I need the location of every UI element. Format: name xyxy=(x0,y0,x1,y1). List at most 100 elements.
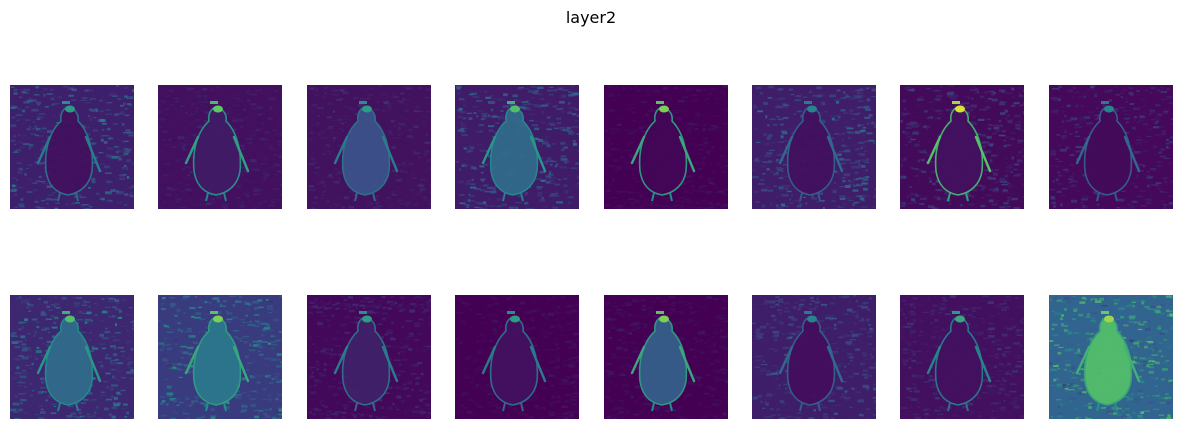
feet xyxy=(1096,192,1118,202)
feet xyxy=(57,192,79,202)
feature-map-image xyxy=(900,85,1024,209)
feet xyxy=(502,402,524,412)
flipper-edges xyxy=(333,345,399,383)
penguin-body xyxy=(638,106,688,196)
feature-map-6 xyxy=(752,85,876,209)
feet xyxy=(502,192,524,202)
feature-map-image xyxy=(1049,85,1173,209)
penguin-body xyxy=(44,316,94,406)
penguin-body xyxy=(192,106,242,196)
penguin-body xyxy=(341,106,391,196)
feet xyxy=(205,192,227,202)
feature-map-15 xyxy=(900,295,1024,419)
feature-map-11 xyxy=(307,295,431,419)
beak-highlight xyxy=(804,101,812,104)
flipper-edges xyxy=(481,135,547,173)
beak-highlight xyxy=(507,311,515,314)
feet xyxy=(651,192,673,202)
beak-highlight xyxy=(656,311,664,314)
feature-map-image xyxy=(158,295,282,419)
flipper-edges xyxy=(333,135,399,173)
head-highlight xyxy=(807,315,817,323)
beak-highlight xyxy=(507,101,515,104)
flipper-edges xyxy=(1075,135,1141,173)
head-highlight xyxy=(1104,105,1114,113)
head-highlight xyxy=(213,105,223,113)
penguin-body xyxy=(1083,316,1133,406)
beak-highlight xyxy=(804,311,812,314)
penguin-body xyxy=(786,316,836,406)
penguin-body xyxy=(638,316,688,406)
head-highlight xyxy=(65,315,75,323)
flipper-edges xyxy=(778,345,844,383)
feature-map-1 xyxy=(10,85,134,209)
head-highlight xyxy=(955,105,965,113)
feature-map-image xyxy=(455,85,579,209)
head-highlight xyxy=(659,105,669,113)
penguin-body xyxy=(192,316,242,406)
head-highlight xyxy=(362,315,372,323)
flipper-edges xyxy=(184,135,250,173)
feature-map-4 xyxy=(455,85,579,209)
feature-map-image xyxy=(307,85,431,209)
feature-map-image xyxy=(752,295,876,419)
penguin-body xyxy=(934,316,984,406)
feature-map-image xyxy=(752,85,876,209)
flipper-edges xyxy=(36,345,102,383)
flipper-edges xyxy=(630,135,696,173)
feature-map-14 xyxy=(752,295,876,419)
feet xyxy=(947,192,969,202)
flipper-edges xyxy=(630,345,696,383)
feature-map-image xyxy=(10,85,134,209)
feature-map-image xyxy=(900,295,1024,419)
feature-map-8 xyxy=(1049,85,1173,209)
figure-title: layer2 xyxy=(565,8,617,27)
flipper-edges xyxy=(36,135,102,173)
penguin-body xyxy=(934,106,984,196)
feet xyxy=(799,402,821,412)
beak-highlight xyxy=(62,101,70,104)
feature-map-16 xyxy=(1049,295,1173,419)
feature-map-image xyxy=(455,295,579,419)
head-highlight xyxy=(510,105,520,113)
feature-map-13 xyxy=(604,295,728,419)
penguin-body xyxy=(489,316,539,406)
penguin-body xyxy=(489,106,539,196)
flipper-edges xyxy=(926,135,992,173)
feature-map-2 xyxy=(158,85,282,209)
feature-map-12 xyxy=(455,295,579,419)
head-highlight xyxy=(1104,315,1114,323)
penguin-body xyxy=(341,316,391,406)
beak-highlight xyxy=(952,311,960,314)
penguin-body xyxy=(44,106,94,196)
feature-map-image xyxy=(1049,295,1173,419)
beak-highlight xyxy=(656,101,664,104)
head-highlight xyxy=(362,105,372,113)
feet xyxy=(354,402,376,412)
flipper-edges xyxy=(926,345,992,383)
beak-highlight xyxy=(1101,101,1109,104)
feet xyxy=(354,192,376,202)
head-highlight xyxy=(510,315,520,323)
head-highlight xyxy=(807,105,817,113)
background-texture xyxy=(456,295,579,419)
flipper-edges xyxy=(184,345,250,383)
feature-map-image xyxy=(604,85,728,209)
flipper-edges xyxy=(778,135,844,173)
beak-highlight xyxy=(62,311,70,314)
feature-map-9 xyxy=(10,295,134,419)
penguin-body xyxy=(786,106,836,196)
flipper-edges xyxy=(481,345,547,383)
feet xyxy=(57,402,79,412)
head-highlight xyxy=(213,315,223,323)
beak-highlight xyxy=(210,101,218,104)
feature-map-10 xyxy=(158,295,282,419)
beak-highlight xyxy=(359,311,367,314)
flipper-edges xyxy=(1075,345,1141,383)
beak-highlight xyxy=(1101,311,1109,314)
feature-map-image xyxy=(604,295,728,419)
head-highlight xyxy=(955,315,965,323)
beak-highlight xyxy=(359,101,367,104)
feature-map-image xyxy=(158,85,282,209)
head-highlight xyxy=(659,315,669,323)
